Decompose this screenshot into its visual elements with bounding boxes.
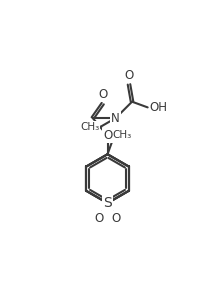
Text: S: S bbox=[103, 196, 112, 210]
Text: O: O bbox=[124, 69, 134, 82]
Text: O: O bbox=[111, 212, 120, 225]
Text: O: O bbox=[98, 88, 107, 101]
Text: O: O bbox=[103, 129, 112, 142]
Text: CH₃: CH₃ bbox=[80, 122, 99, 132]
Text: CH₃: CH₃ bbox=[113, 130, 132, 140]
Text: OH: OH bbox=[150, 101, 168, 114]
Text: N: N bbox=[111, 112, 120, 125]
Text: O: O bbox=[95, 212, 104, 225]
